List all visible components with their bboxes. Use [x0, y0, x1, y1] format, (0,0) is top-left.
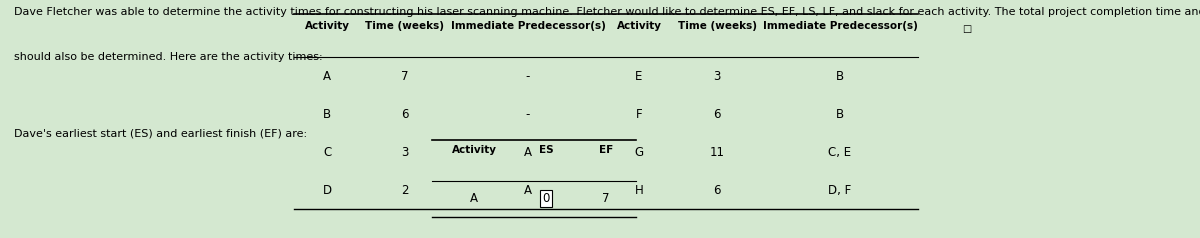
Text: D, F: D, F [828, 184, 852, 197]
Text: H: H [635, 184, 643, 197]
Text: Immediate Predecessor(s): Immediate Predecessor(s) [762, 21, 918, 31]
Text: ES: ES [539, 145, 553, 155]
Text: Time (weeks): Time (weeks) [366, 21, 444, 31]
Text: A: A [524, 184, 532, 197]
Text: A: A [323, 70, 331, 83]
Text: 3: 3 [401, 146, 409, 159]
Text: Activity: Activity [305, 21, 349, 31]
Text: □: □ [962, 24, 972, 34]
Text: B: B [836, 108, 844, 121]
Text: Immediate Predecessor(s): Immediate Predecessor(s) [450, 21, 606, 31]
Text: F: F [636, 108, 642, 121]
Text: E: E [635, 70, 643, 83]
Text: G: G [635, 146, 643, 159]
Text: EF: EF [599, 145, 613, 155]
Text: 6: 6 [713, 184, 721, 197]
Text: Dave Fletcher was able to determine the activity times for constructing his lase: Dave Fletcher was able to determine the … [14, 7, 1200, 17]
Text: 6: 6 [401, 108, 409, 121]
Text: B: B [323, 108, 331, 121]
Text: C, E: C, E [828, 146, 852, 159]
Text: A: A [470, 192, 478, 205]
Text: 6: 6 [713, 108, 721, 121]
Text: 7: 7 [401, 70, 409, 83]
Text: 7: 7 [602, 192, 610, 205]
Text: Dave's earliest start (ES) and earliest finish (EF) are:: Dave's earliest start (ES) and earliest … [14, 129, 307, 139]
Text: -: - [526, 70, 530, 83]
Text: -: - [526, 108, 530, 121]
Text: 3: 3 [713, 70, 721, 83]
Text: Activity: Activity [617, 21, 661, 31]
Text: should also be determined. Here are the activity times:: should also be determined. Here are the … [14, 52, 323, 62]
Text: B: B [836, 70, 844, 83]
Text: 0: 0 [542, 192, 550, 205]
Text: A: A [524, 146, 532, 159]
Text: 11: 11 [709, 146, 725, 159]
Text: 2: 2 [401, 184, 409, 197]
Text: Activity: Activity [451, 145, 497, 155]
Text: D: D [323, 184, 331, 197]
Text: C: C [323, 146, 331, 159]
Text: Time (weeks): Time (weeks) [678, 21, 756, 31]
